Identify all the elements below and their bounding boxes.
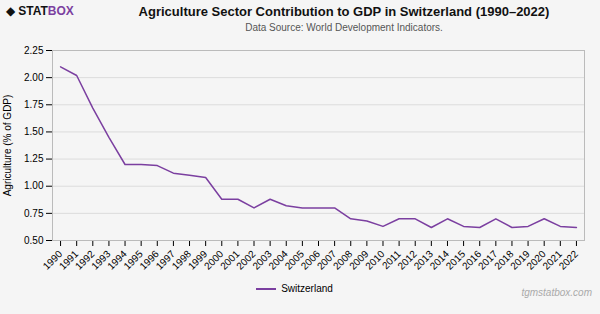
- svg-text:1993: 1993: [89, 248, 113, 272]
- svg-text:1996: 1996: [137, 248, 161, 272]
- svg-text:2.25: 2.25: [24, 45, 44, 56]
- svg-text:1.75: 1.75: [24, 99, 44, 110]
- svg-text:1994: 1994: [105, 248, 129, 272]
- svg-text:1998: 1998: [169, 248, 194, 272]
- svg-text:Agriculture (% of GDP): Agriculture (% of GDP): [2, 95, 13, 197]
- svg-text:2018: 2018: [492, 248, 516, 272]
- svg-text:2002: 2002: [234, 248, 258, 272]
- svg-text:2017: 2017: [476, 248, 500, 272]
- svg-text:0.75: 0.75: [24, 208, 44, 219]
- svg-text:2021: 2021: [540, 248, 564, 272]
- svg-text:1999: 1999: [185, 248, 210, 272]
- svg-text:2016: 2016: [459, 248, 484, 272]
- svg-text:2008: 2008: [330, 248, 355, 272]
- svg-text:2006: 2006: [298, 248, 323, 272]
- svg-text:2000: 2000: [201, 248, 226, 272]
- svg-text:1990: 1990: [40, 248, 65, 272]
- svg-text:1992: 1992: [73, 248, 97, 272]
- html-text:Data Source: World Development: Data Source: World Development Indicator…: [245, 22, 443, 33]
- svg-text:1.50: 1.50: [24, 126, 44, 137]
- svg-text:1.00: 1.00: [24, 180, 44, 191]
- svg-text:2013: 2013: [411, 248, 435, 272]
- html-text:tgmstatbox.com: tgmstatbox.com: [521, 287, 592, 298]
- svg-text:2001: 2001: [218, 248, 242, 272]
- svg-text:0.50: 0.50: [24, 235, 44, 246]
- html-text:Switzerland: Switzerland: [281, 283, 333, 294]
- svg-text:2020: 2020: [524, 248, 548, 272]
- svg-text:1995: 1995: [121, 248, 145, 272]
- svg-text:2004: 2004: [266, 248, 290, 272]
- html-text:Agriculture Sector Contributio: Agriculture Sector Contribution to GDP i…: [138, 4, 550, 19]
- svg-text:2015: 2015: [443, 248, 468, 272]
- svg-text:1.25: 1.25: [24, 153, 44, 164]
- html-text:◆ STAT BOX: ◆ STAT BOX: [6, 4, 74, 18]
- svg-text:2014: 2014: [427, 248, 452, 272]
- svg-text:1997: 1997: [153, 248, 178, 272]
- svg-text:1991: 1991: [56, 248, 81, 272]
- svg-text:2005: 2005: [282, 248, 307, 272]
- svg-text:2019: 2019: [508, 248, 532, 272]
- svg-text:2007: 2007: [314, 248, 339, 272]
- svg-text:2003: 2003: [250, 248, 274, 272]
- svg-text:2009: 2009: [347, 248, 371, 272]
- svg-text:2.00: 2.00: [24, 72, 44, 83]
- svg-text:2010: 2010: [363, 248, 387, 272]
- svg-text:2012: 2012: [395, 248, 419, 272]
- svg-text:2011: 2011: [379, 248, 403, 272]
- svg-text:2022: 2022: [557, 248, 581, 272]
